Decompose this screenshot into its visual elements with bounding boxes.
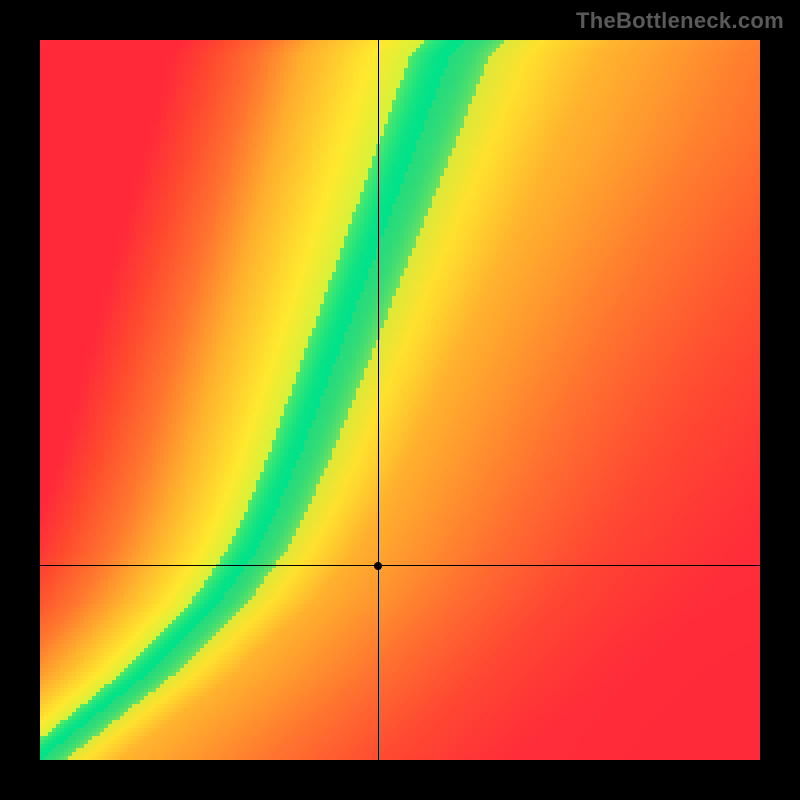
root: TheBottleneck.com [0,0,800,800]
crosshair-vertical [378,40,379,760]
crosshair-horizontal [40,565,760,566]
heatmap-canvas [40,40,760,760]
crosshair-dot [374,562,382,570]
watermark-text: TheBottleneck.com [576,8,784,34]
plot-area [40,40,760,760]
